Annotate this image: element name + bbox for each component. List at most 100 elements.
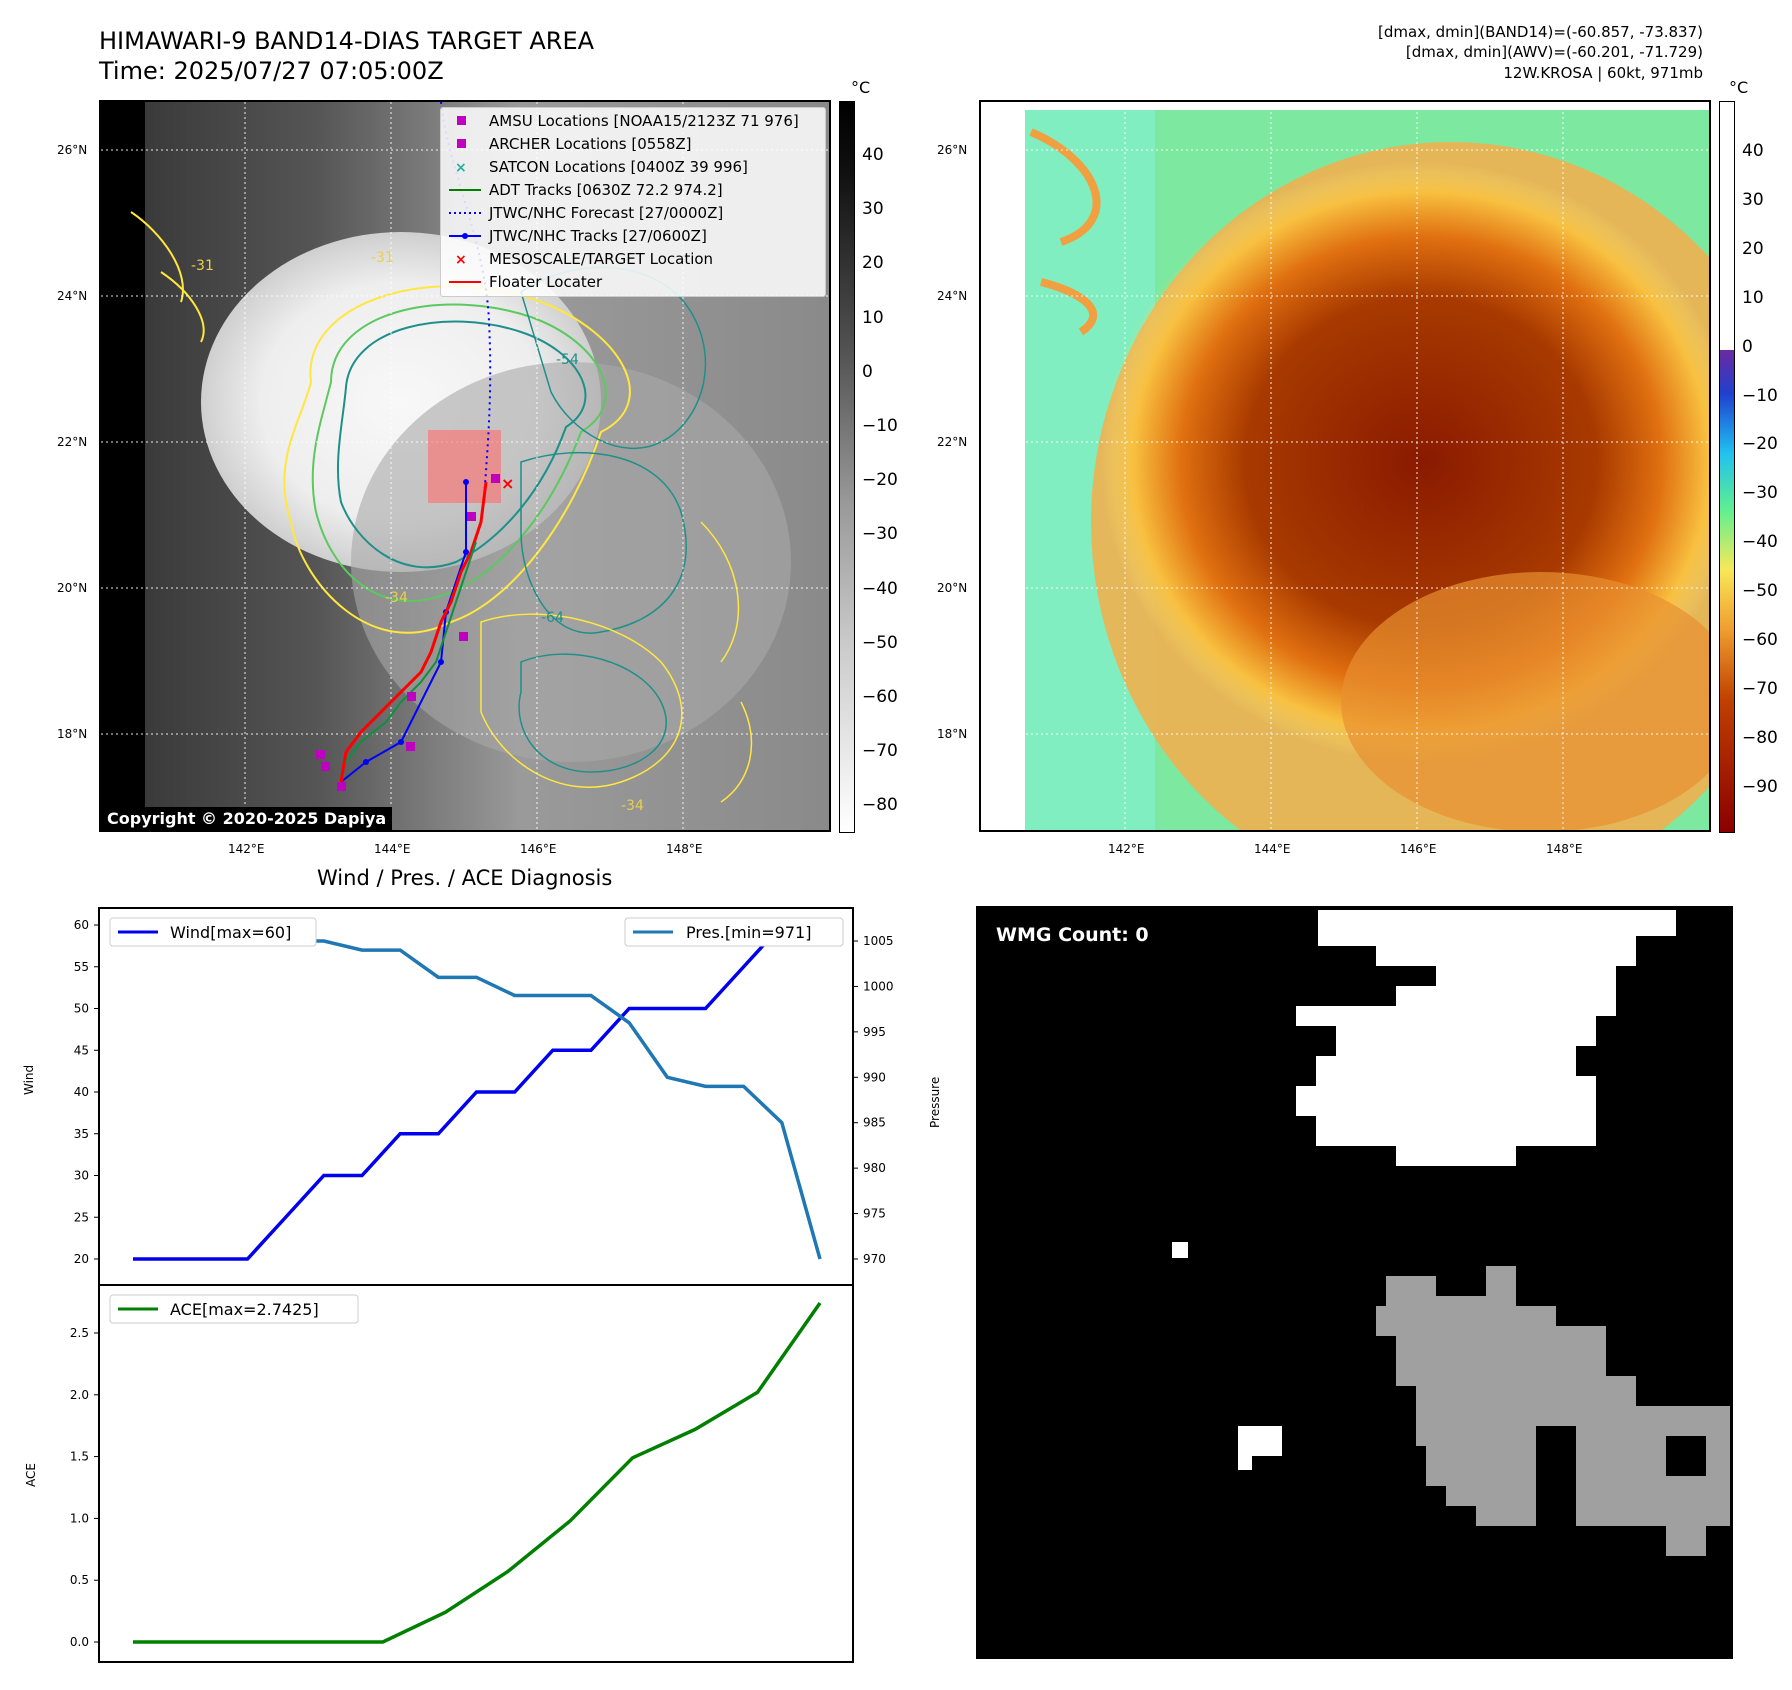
ace-series-line [133, 1301, 822, 1644]
wmg-mask-image [1172, 910, 1730, 1556]
copyright-label: Copyright © 2020-2025 Dapiya [101, 807, 393, 830]
svg-text:×: × [455, 160, 467, 176]
wmg-panel: WMG Count: 0 [976, 906, 1733, 1659]
colorbar-tick: 30 [1742, 189, 1764, 210]
pressure-tick-label: 1000 [863, 979, 894, 993]
lon-label: 146°E [520, 842, 557, 856]
contour-label: -54 [556, 352, 579, 368]
colorbar-tick: −20 [1742, 434, 1778, 455]
lon-label: 144°E [1254, 842, 1291, 856]
contour-label: -31 [371, 250, 394, 266]
colorbar-tick: −70 [1742, 678, 1778, 699]
ace-frame [98, 1284, 854, 1663]
lon-label: 142°E [228, 842, 265, 856]
colorbar-tick: −10 [862, 416, 898, 436]
colorbar-unit: °C [1729, 78, 1749, 97]
colorbar-tick: 10 [862, 307, 884, 328]
pressure-tick-label: 985 [863, 1116, 886, 1130]
colorbar-unit: °C [851, 78, 871, 97]
pressure-tick-label: 995 [863, 1025, 886, 1039]
pressure-tick-label: 990 [863, 1070, 886, 1084]
awv-map-image [981, 102, 1709, 830]
colorbar-tick: 40 [1742, 141, 1764, 161]
colorbar-tick: −80 [1742, 727, 1778, 748]
svg-text:×: × [501, 474, 514, 493]
contour-label: -64 [541, 610, 564, 626]
pressure-tick-label: 980 [863, 1161, 886, 1175]
colorbar-tick: 40 [862, 145, 884, 165]
lat-label: 20°N [57, 581, 88, 595]
colorbar-tick: −70 [862, 741, 898, 762]
lon-label: 146°E [1400, 842, 1437, 856]
lon-label: 148°E [666, 842, 703, 856]
lat-label: 20°N [937, 581, 968, 595]
wind-tick-label: 45 [74, 1043, 89, 1057]
wmg-count-label: WMG Count: 0 [996, 924, 1149, 946]
wind-pressure-frame [98, 907, 854, 1286]
pressure-legend [624, 917, 844, 947]
ace-legend-label: ACE[max=2.7425] [170, 1300, 319, 1319]
dmax-band14: [dmax, dmin](BAND14)=(-60.857, -73.837) [1378, 23, 1703, 41]
contour-label: -34 [621, 798, 644, 814]
colorbar-tick: −20 [862, 470, 898, 491]
colorbar-tick: −90 [1742, 776, 1778, 797]
pressure-axis-label: Pressure [928, 1076, 942, 1128]
ace-axis-label: ACE [24, 1463, 38, 1487]
lat-label: 22°N [57, 435, 88, 449]
colorbar-awv [1719, 101, 1735, 833]
wind-series-line [133, 923, 820, 1261]
ace-legend [109, 1294, 359, 1324]
wind-tick-label: 20 [74, 1252, 89, 1266]
wind-legend [109, 917, 317, 947]
lat-label: 24°N [937, 289, 968, 303]
map-legend: AMSU Locations [NOAA15/2123Z 71 976] ARC… [440, 107, 826, 297]
colorbar-tick: −60 [1742, 630, 1778, 650]
contour-label: -31 [191, 258, 214, 274]
colorbar-tick: 10 [1742, 287, 1764, 308]
wind-tick-label: 40 [74, 1085, 89, 1099]
ace-tick-label: 0.5 [70, 1573, 89, 1587]
colorbar-tick: −80 [862, 795, 898, 816]
wind-tick-label: 30 [74, 1169, 89, 1183]
colorbar-grayscale [839, 101, 855, 833]
colorbar-tick: −60 [862, 687, 898, 707]
diagnosis-chart: 60 55 50 45 40 35 30 25 20 1005 1000 995 990 985 980 97… [70, 907, 894, 1663]
wind-tick-label: 60 [74, 918, 89, 932]
target-box [428, 430, 501, 503]
colorbar-tick: 0 [1742, 336, 1753, 357]
colorbar-tick: −10 [1742, 385, 1778, 406]
colorbar-tick: 20 [1742, 238, 1764, 259]
lon-label: 148°E [1546, 842, 1583, 856]
colorbar-tick: −40 [1742, 532, 1778, 553]
awv-map-panel [979, 100, 1711, 832]
contour-label: -34 [385, 590, 408, 606]
colorbar-tick: −50 [1742, 581, 1778, 602]
wind-tick-label: 50 [74, 1002, 89, 1016]
ace-tick-label: 1.0 [70, 1511, 89, 1525]
colorbar-tick: 20 [862, 253, 884, 274]
lon-label: 144°E [374, 842, 411, 856]
colorbar-tick: −40 [862, 578, 898, 599]
map-title: HIMAWARI-9 BAND14-DIAS TARGET AREA [99, 27, 595, 55]
colorbar-tick: −50 [862, 632, 898, 653]
lat-label: 26°N [57, 143, 88, 157]
lat-label: 18°N [937, 727, 968, 741]
lon-label: 142°E [1108, 842, 1145, 856]
lat-label: 24°N [57, 289, 88, 303]
colorbar-tick: 0 [862, 361, 873, 382]
pressure-tick-label: 975 [863, 1207, 886, 1221]
ace-tick-label: 0.0 [70, 1635, 89, 1649]
lat-label: 18°N [57, 727, 88, 741]
ace-tick-label: 2.5 [70, 1326, 89, 1340]
colorbar-tick: 30 [862, 199, 884, 220]
wind-legend-label: Wind[max=60] [170, 923, 291, 942]
wind-tick-label: 35 [74, 1127, 89, 1141]
pressure-tick-label: 1005 [863, 934, 894, 948]
pressure-legend-label: Pres.[min=971] [686, 923, 811, 942]
map-time: Time: 2025/07/27 07:05:00Z [99, 57, 444, 85]
pressure-tick-label: 970 [863, 1252, 886, 1266]
storm-info: 12W.KROSA | 60kt, 971mb [1503, 64, 1703, 82]
wind-axis-label: Wind [22, 1064, 36, 1095]
wind-tick-label: 25 [74, 1210, 89, 1224]
ace-tick-label: 1.5 [70, 1450, 89, 1464]
